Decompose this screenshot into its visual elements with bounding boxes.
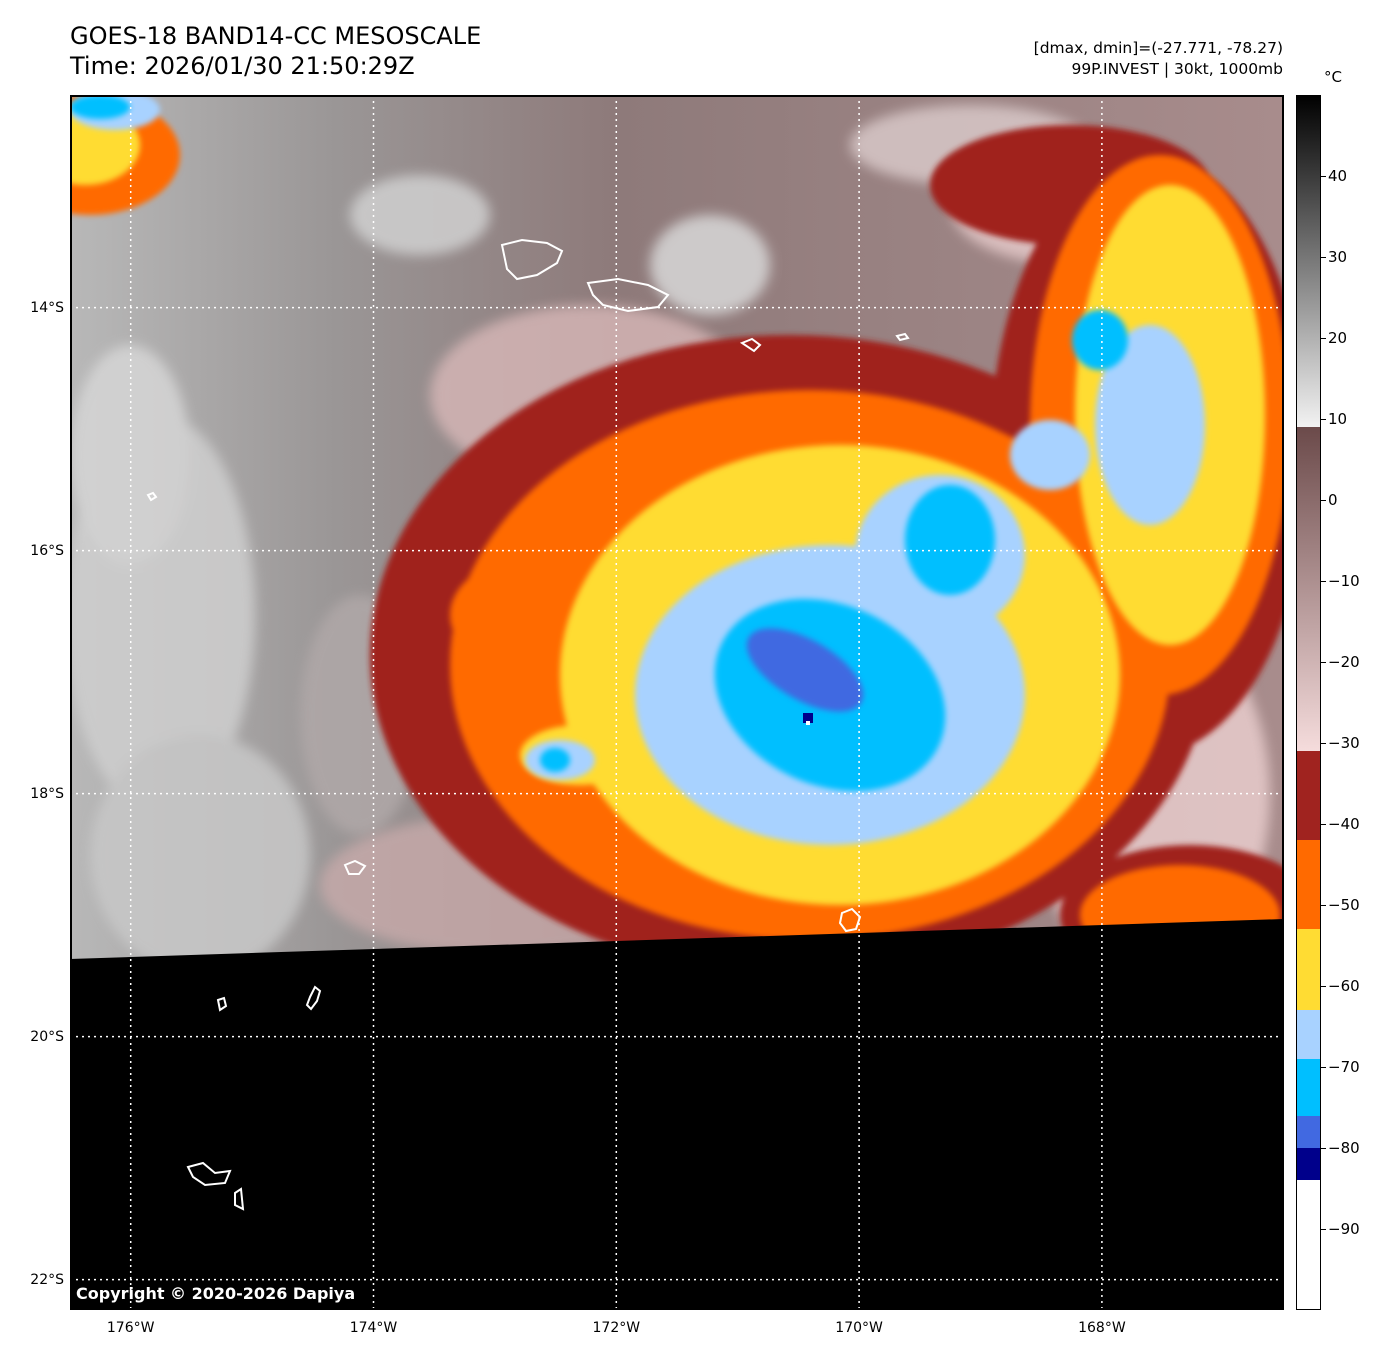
coldest-cloud-top <box>803 713 813 723</box>
island-eua <box>234 1187 245 1211</box>
convection-royal-blue <box>746 628 864 712</box>
colorbar-segment <box>1297 1180 1321 1310</box>
colorbar-tick-label: −50 <box>1328 896 1360 914</box>
colorbar-tick-label: −80 <box>1328 1139 1360 1157</box>
colorbar-tick <box>1321 1148 1326 1149</box>
island-haapai-1 <box>216 996 228 1012</box>
colorbar-segment <box>1297 840 1321 930</box>
colorbar-tick <box>1321 500 1326 501</box>
island-tutuila <box>739 337 762 353</box>
lat-tick-label: 14°S <box>30 299 64 316</box>
colorbar-segment <box>1297 929 1321 1011</box>
island-rose <box>895 332 910 342</box>
colorbar-tick-label: −60 <box>1328 977 1360 995</box>
colorbar-segment <box>1297 1148 1321 1181</box>
lon-tick-label: 168°W <box>1078 1320 1126 1336</box>
coastlines <box>146 238 910 1211</box>
lon-tick-label: 170°W <box>835 1320 883 1336</box>
colorbar-tick <box>1321 176 1326 177</box>
lat-tick-label: 22°S <box>30 1271 64 1288</box>
colorbar-segment <box>1297 427 1321 752</box>
colorbar-tick-label: 20 <box>1328 329 1348 347</box>
chart-time: Time: 2026/01/30 21:50:29Z <box>70 52 415 80</box>
colorbar-segment <box>1297 751 1321 841</box>
colorbar-tick-label: 40 <box>1328 167 1348 185</box>
colorbar-tick <box>1321 581 1326 582</box>
colorbar-tick <box>1321 824 1326 825</box>
island-haapai-2 <box>305 985 322 1011</box>
island-tongatapu <box>186 1161 232 1187</box>
island-niue <box>838 907 862 933</box>
colorbar-tick <box>1321 1229 1326 1230</box>
colorbar-tick-label: 30 <box>1328 248 1348 266</box>
temperature-range: [dmax, dmin]=(-27.771, -78.27) <box>1033 39 1283 57</box>
colorbar-tick-label: −70 <box>1328 1058 1360 1076</box>
lat-tick-label: 20°S <box>30 1028 64 1045</box>
colorbar-tick <box>1321 905 1326 906</box>
gridlines <box>70 95 1284 1310</box>
colorbar-tick <box>1321 986 1326 987</box>
colorbar-segment <box>1297 1010 1321 1059</box>
colorbar-tick-label: −40 <box>1328 815 1360 833</box>
lon-tick-label: 172°W <box>592 1320 641 1336</box>
satellite-imagery <box>70 95 1284 1310</box>
colorbar-tick-label: −10 <box>1328 572 1360 590</box>
island-savaii <box>500 238 564 281</box>
colorbar-unit: °C <box>1324 68 1342 86</box>
colorbar-tick-label: −20 <box>1328 653 1360 671</box>
satellite-map[interactable] <box>70 95 1284 1310</box>
colorbar-segment <box>1297 1115 1321 1148</box>
lon-tick-label: 176°W <box>106 1320 155 1336</box>
colorbar-tick-label: 10 <box>1328 410 1348 428</box>
colorbar-segment <box>1297 1058 1321 1116</box>
colorbar <box>1297 95 1321 1310</box>
copyright-notice: Copyright © 2020-2026 Dapiya <box>76 1284 356 1303</box>
coldest-pixel <box>806 721 810 725</box>
colorbar-tick <box>1321 743 1326 744</box>
lat-tick-label: 18°S <box>30 785 64 802</box>
colorbar-tick <box>1321 419 1326 420</box>
island-niuafo-ou <box>146 491 158 502</box>
colorbar-tick <box>1321 1067 1326 1068</box>
lon-tick-label: 174°W <box>349 1320 398 1336</box>
colorbar-tick-label: −90 <box>1328 1220 1360 1238</box>
colorbar-tick <box>1321 662 1326 663</box>
storm-info: 99P.INVEST | 30kt, 1000mb <box>1071 60 1283 78</box>
colorbar-tick-label: 0 <box>1328 491 1338 509</box>
lat-tick-label: 16°S <box>30 542 64 559</box>
colorbar-tick-label: −30 <box>1328 734 1360 752</box>
colorbar-tick <box>1321 257 1326 258</box>
island-vavau-1 <box>343 859 367 875</box>
colorbar-segment <box>1297 95 1321 428</box>
chart-title: GOES-18 BAND14-CC MESOSCALE <box>70 22 482 50</box>
colorbar-tick <box>1321 338 1326 339</box>
